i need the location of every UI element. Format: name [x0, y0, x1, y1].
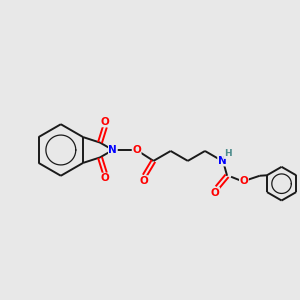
Text: N: N — [218, 156, 226, 166]
Text: O: O — [100, 173, 109, 183]
Text: H: H — [224, 149, 232, 158]
Text: O: O — [239, 176, 248, 186]
Text: O: O — [100, 117, 109, 127]
Text: O: O — [132, 145, 141, 155]
Text: N: N — [109, 145, 117, 155]
Text: O: O — [139, 176, 148, 186]
Text: O: O — [211, 188, 220, 198]
